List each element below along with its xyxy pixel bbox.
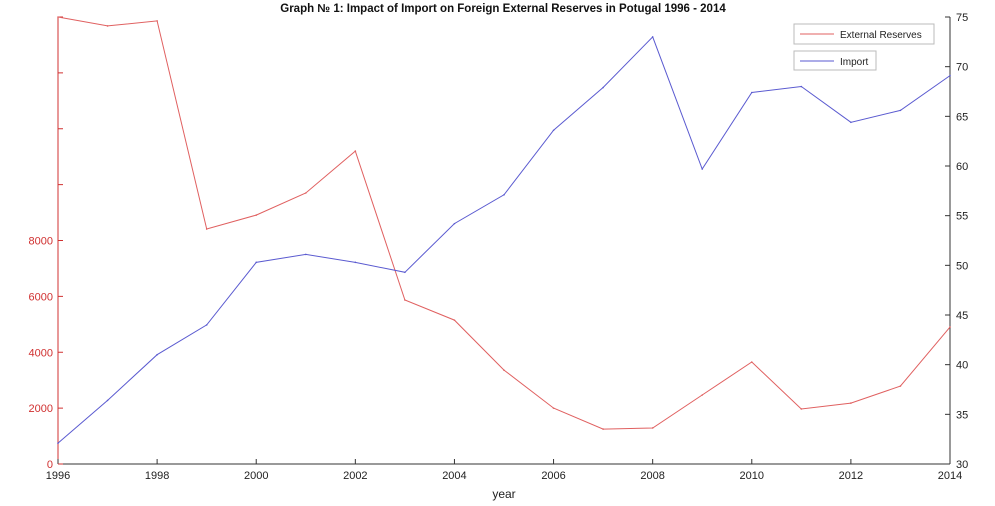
data-point [949, 74, 951, 77]
x-tick-label: 2012 [839, 470, 863, 482]
data-point [255, 261, 258, 264]
data-point [453, 222, 456, 225]
right-tick-label: 35 [956, 409, 968, 421]
right-tick-label: 55 [956, 211, 968, 223]
data-point [57, 442, 59, 444]
data-point [899, 385, 902, 387]
x-tick-label: 2002 [343, 470, 367, 482]
x-tick-label: 2014 [938, 470, 962, 482]
legend-box-import [793, 50, 877, 71]
x-tick-label: 2004 [442, 470, 466, 482]
data-point [701, 394, 704, 396]
x-tick-label: 1996 [46, 470, 70, 482]
legend-label-reserves: External Reserves [840, 30, 922, 41]
data-point [552, 129, 555, 132]
data-point [503, 369, 505, 371]
data-point [899, 109, 902, 112]
left-tick-label: 0 [47, 459, 53, 471]
right-tick-label: 30 [956, 459, 968, 471]
legend: External Reserves Import [793, 23, 935, 71]
data-point [800, 85, 803, 88]
x-tick-label: 1998 [145, 470, 169, 482]
right-tick-label: 40 [956, 360, 968, 372]
data-point [850, 121, 852, 124]
data-point [800, 408, 803, 410]
data-point [750, 361, 753, 363]
data-point [304, 192, 307, 194]
left-tick-label: 6000 [29, 291, 53, 303]
left-tick-label: 2000 [29, 403, 53, 415]
right-tick-label: 70 [956, 62, 968, 74]
data-point [453, 319, 456, 321]
right-tick-label: 45 [956, 310, 968, 322]
data-point [354, 150, 357, 152]
series-line-reserves [57, 16, 951, 430]
data-point [106, 25, 109, 27]
x-tick-label: 2000 [244, 470, 268, 482]
data-point [255, 214, 258, 216]
series-line-import [57, 35, 951, 444]
data-point [750, 91, 753, 94]
data-point [354, 261, 357, 264]
data-point [651, 36, 654, 38]
data-point [57, 16, 59, 18]
data-point [156, 353, 158, 356]
x-tick-label: 2010 [740, 470, 764, 482]
left-tick-label: 8000 [29, 236, 53, 248]
data-point [503, 194, 505, 196]
right-tick-label: 65 [956, 111, 968, 123]
data-point [205, 228, 208, 230]
data-point [404, 271, 406, 274]
data-point [701, 168, 704, 170]
chart-title: Graph № 1: Impact of Import on Foreign E… [280, 3, 726, 15]
data-point [205, 324, 208, 326]
right-tick-label: 75 [956, 12, 968, 24]
data-point [602, 86, 604, 89]
x-tick-label: 2008 [640, 470, 664, 482]
data-point [304, 253, 307, 256]
data-point [552, 407, 555, 409]
data-point [156, 20, 158, 22]
legend-label-import: Import [840, 57, 869, 68]
right-tick-label: 60 [956, 161, 968, 173]
x-tick-label: 2006 [541, 470, 565, 482]
data-point [404, 299, 406, 301]
x-axis-label: year [492, 487, 515, 501]
data-point [949, 326, 951, 328]
data-point [106, 399, 109, 402]
right-tick-label: 50 [956, 260, 968, 272]
left-tick-label: 4000 [29, 347, 53, 359]
data-point [602, 428, 604, 430]
legend-box-reserves [793, 23, 935, 45]
data-point [651, 427, 654, 429]
data-point [850, 402, 852, 404]
